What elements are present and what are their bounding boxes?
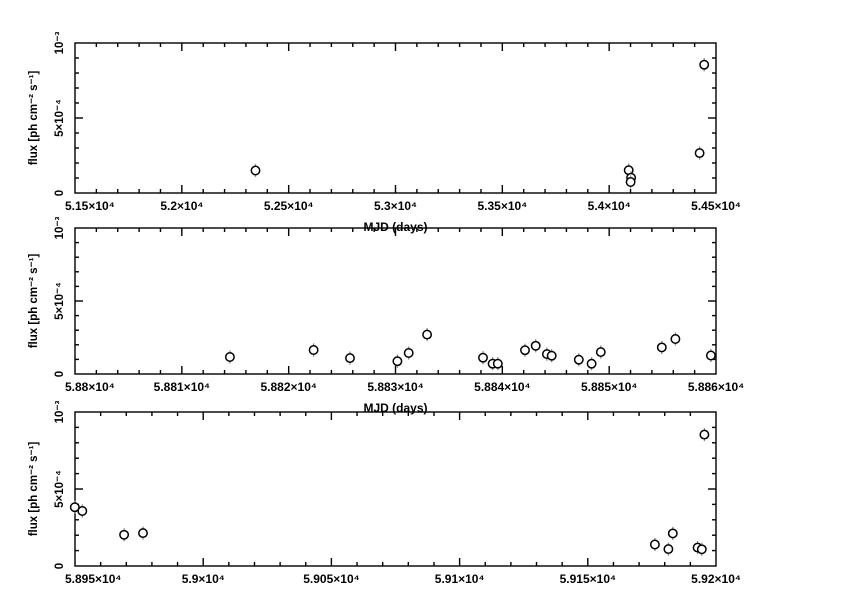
svg-text:10⁻³: 10⁻³ <box>54 400 66 423</box>
svg-text:5.45×10⁴: 5.45×10⁴ <box>691 199 741 213</box>
svg-text:5.9×10⁴: 5.9×10⁴ <box>182 572 225 586</box>
svg-text:5.15×10⁴: 5.15×10⁴ <box>65 199 115 213</box>
svg-text:5×10⁻⁴: 5×10⁻⁴ <box>54 99 66 137</box>
svg-text:5.92×10⁴: 5.92×10⁴ <box>691 572 741 586</box>
svg-text:0: 0 <box>54 371 66 377</box>
svg-text:5.2×10⁴: 5.2×10⁴ <box>160 199 203 213</box>
svg-text:0: 0 <box>54 190 66 196</box>
svg-text:flux [ph cm⁻² s⁻¹]: flux [ph cm⁻² s⁻¹] <box>28 254 40 349</box>
svg-text:5.895×10⁴: 5.895×10⁴ <box>65 572 121 586</box>
svg-text:5.25×10⁴: 5.25×10⁴ <box>264 199 314 213</box>
svg-text:10⁻³: 10⁻³ <box>54 216 66 239</box>
svg-text:5.881×10⁴: 5.881×10⁴ <box>154 380 210 394</box>
svg-text:10⁻³: 10⁻³ <box>54 31 66 54</box>
svg-text:0: 0 <box>54 563 66 569</box>
svg-text:5.886×10⁴: 5.886×10⁴ <box>688 380 744 394</box>
svg-text:flux [ph cm⁻² s⁻¹]: flux [ph cm⁻² s⁻¹] <box>28 71 40 166</box>
svg-text:5.3×10⁴: 5.3×10⁴ <box>374 199 417 213</box>
svg-text:5.883×10⁴: 5.883×10⁴ <box>367 380 423 394</box>
svg-text:5.882×10⁴: 5.882×10⁴ <box>261 380 317 394</box>
svg-text:flux [ph cm⁻² s⁻¹]: flux [ph cm⁻² s⁻¹] <box>28 442 40 537</box>
svg-text:MJD (days): MJD (days) <box>363 401 427 415</box>
svg-text:5.884×10⁴: 5.884×10⁴ <box>474 380 530 394</box>
svg-text:5×10⁻⁴: 5×10⁻⁴ <box>54 470 66 508</box>
svg-text:5.4×10⁴: 5.4×10⁴ <box>588 199 631 213</box>
svg-text:5.885×10⁴: 5.885×10⁴ <box>581 380 637 394</box>
svg-text:5.905×10⁴: 5.905×10⁴ <box>303 572 359 586</box>
svg-text:5.915×10⁴: 5.915×10⁴ <box>560 572 616 586</box>
svg-text:5.88×10⁴: 5.88×10⁴ <box>65 380 115 394</box>
svg-text:5×10⁻⁴: 5×10⁻⁴ <box>54 282 66 320</box>
svg-text:5.91×10⁴: 5.91×10⁴ <box>435 572 485 586</box>
svg-text:5.35×10⁴: 5.35×10⁴ <box>478 199 528 213</box>
